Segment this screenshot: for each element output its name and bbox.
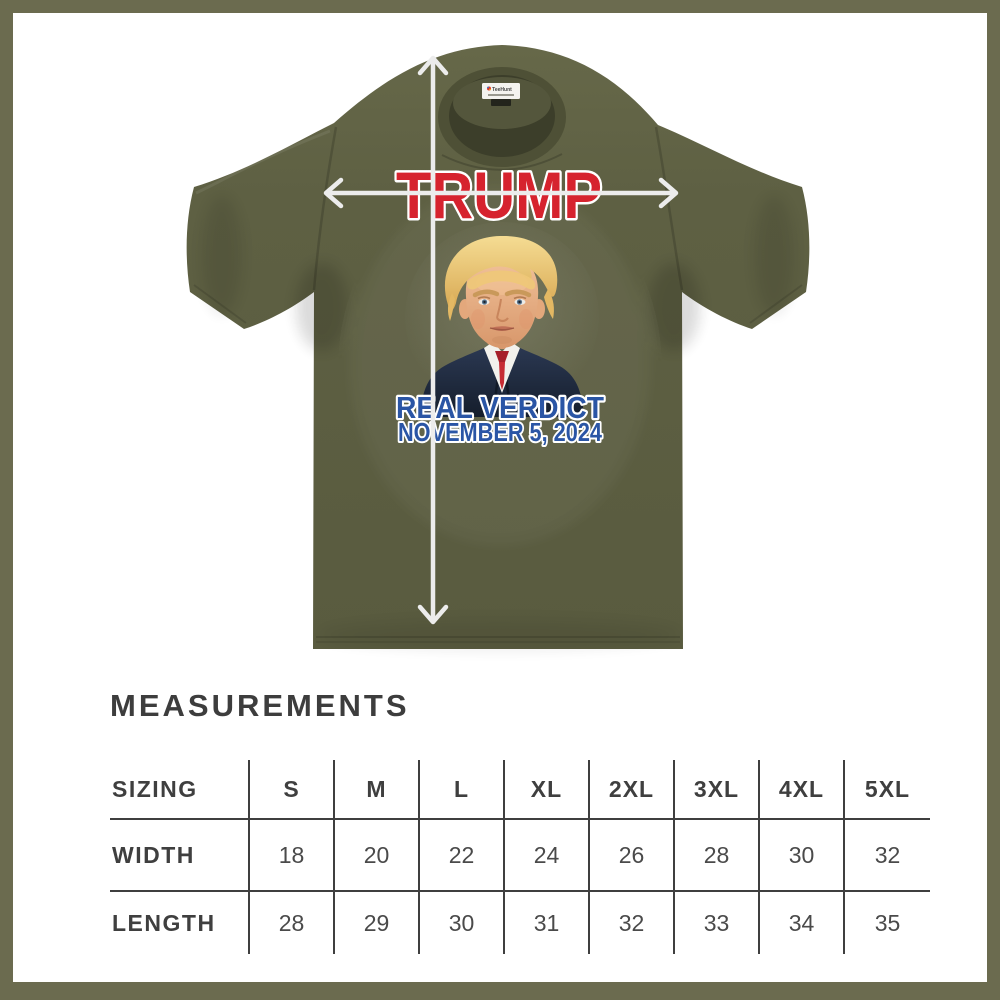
- header-cell: 4XL: [760, 760, 845, 820]
- header-cell: M: [335, 760, 420, 820]
- size-cell: 18: [250, 820, 335, 892]
- product-photo: TeeHunt: [186, 45, 810, 651]
- header-cell: 3XL: [675, 760, 760, 820]
- row-label: WIDTH: [110, 820, 250, 892]
- size-table: SIZING S M L XL 2XL 3XL 4XL 5XL WIDTH 18…: [110, 760, 930, 954]
- size-cell: 28: [250, 892, 335, 954]
- collar: [438, 67, 566, 171]
- portrait-tie: [495, 351, 509, 362]
- size-cell: 34: [760, 892, 845, 954]
- neck-label: TeeHunt: [482, 83, 520, 106]
- header-cell: L: [420, 760, 505, 820]
- portrait-hair: [444, 235, 558, 321]
- header-cell: 5XL: [845, 760, 930, 820]
- header-cell-sizing: SIZING: [110, 760, 250, 820]
- header-cell: XL: [505, 760, 590, 820]
- length-arrow-icon: [417, 55, 449, 625]
- size-cell: 29: [335, 892, 420, 954]
- size-cell: 28: [675, 820, 760, 892]
- size-cell: 22: [420, 820, 505, 892]
- size-cell: 32: [845, 820, 930, 892]
- brand-name: TeeHunt: [492, 87, 512, 93]
- size-cell: 33: [675, 892, 760, 954]
- header-cell: 2XL: [590, 760, 675, 820]
- size-cell: 30: [420, 892, 505, 954]
- portrait-suit: [420, 342, 584, 417]
- trump-portrait: [405, 222, 599, 417]
- row-label: LENGTH: [110, 892, 250, 954]
- design-subtitle: REAL VERDICT: [396, 390, 604, 425]
- measurements-heading: MEASUREMENTS: [110, 688, 410, 723]
- size-cell: 20: [335, 820, 420, 892]
- size-cell: 24: [505, 820, 590, 892]
- size-cell: 30: [760, 820, 845, 892]
- size-cell: 32: [590, 892, 675, 954]
- header-cell: S: [250, 760, 335, 820]
- design-date: NOVEMBER 5, 2024: [398, 419, 603, 447]
- width-arrow-icon: [323, 177, 679, 209]
- size-cell: 31: [505, 892, 590, 954]
- size-cell: 26: [590, 820, 675, 892]
- size-cell: 35: [874, 909, 901, 936]
